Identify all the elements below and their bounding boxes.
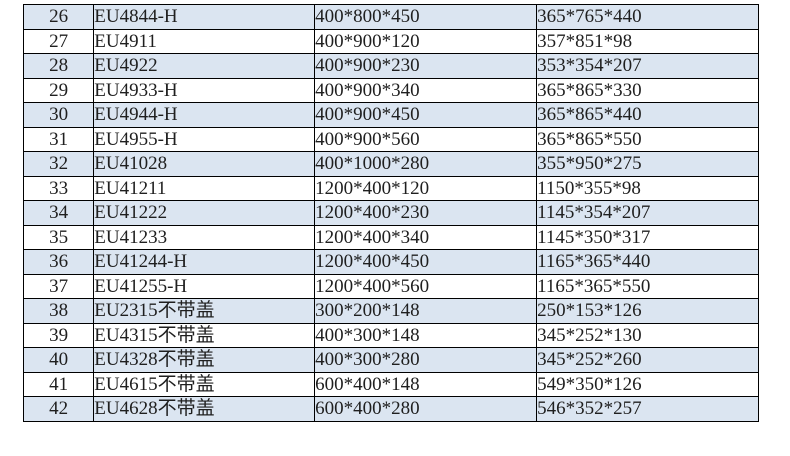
table-row: 42 EU4628不带盖 600*400*280 546*352*257 xyxy=(22,396,759,422)
outer-dimension-cell: 400*900*120 xyxy=(314,28,538,54)
outer-dimension-cell: 400*800*450 xyxy=(314,4,538,30)
inner-dimension-cell: 365*865*550 xyxy=(536,126,759,152)
inner-dimension-cell: 546*352*257 xyxy=(536,396,759,422)
row-number-cell: 39 xyxy=(22,322,95,348)
inner-dimension-cell: 1145*350*317 xyxy=(536,224,759,250)
inner-dimension-cell: 355*950*275 xyxy=(536,151,759,177)
table-row: 31 EU4955-H 400*900*560 365*865*550 xyxy=(22,126,759,152)
outer-dimension-cell: 1200*400*340 xyxy=(314,224,538,250)
model-cell: EU4911 xyxy=(93,28,316,54)
row-number-cell: 31 xyxy=(22,126,95,152)
model-cell: EU4944-H xyxy=(93,102,316,128)
row-number-cell: 30 xyxy=(22,102,95,128)
row-number-cell: 33 xyxy=(22,175,95,201)
model-cell: EU2315不带盖 xyxy=(93,298,316,324)
inner-dimension-cell: 353*354*207 xyxy=(536,53,759,79)
model-cell: EU41233 xyxy=(93,224,316,250)
model-cell: EU4955-H xyxy=(93,126,316,152)
inner-dimension-cell: 365*865*440 xyxy=(536,102,759,128)
model-cell: EU4328不带盖 xyxy=(93,347,316,373)
model-cell: EU4933-H xyxy=(93,77,316,103)
table-row: 32 EU41028 400*1000*280 355*950*275 xyxy=(22,151,759,177)
inner-dimension-cell: 1150*355*98 xyxy=(536,175,759,201)
inner-dimension-cell: 1165*365*440 xyxy=(536,249,759,275)
table-row: 39 EU4315不带盖 400*300*148 345*252*130 xyxy=(22,322,759,348)
model-cell: EU4315不带盖 xyxy=(93,322,316,348)
table-row: 40 EU4328不带盖 400*300*280 345*252*260 xyxy=(22,347,759,373)
model-cell: EU4628不带盖 xyxy=(93,396,316,422)
model-cell: EU41255-H xyxy=(93,273,316,299)
outer-dimension-cell: 400*900*560 xyxy=(314,126,538,152)
model-cell: EU4844-H xyxy=(93,4,316,30)
outer-dimension-cell: 1200*400*120 xyxy=(314,175,538,201)
table-row: 33 EU41211 1200*400*120 1150*355*98 xyxy=(22,175,759,201)
inner-dimension-cell: 250*153*126 xyxy=(536,298,759,324)
table-body: 26 EU4844-H 400*800*450 365*765*440 27 EU4911… xyxy=(22,4,759,422)
table-row: 29 EU4933-H 400*900*340 365*865*330 xyxy=(22,77,759,103)
row-number-cell: 29 xyxy=(22,77,95,103)
table-row: 37 EU41255-H 1200*400*560 1165*365*550 xyxy=(22,273,759,299)
table-row: 28 EU4922 400*900*230 353*354*207 xyxy=(22,53,759,79)
model-cell: EU41028 xyxy=(93,151,316,177)
model-cell: EU41244-H xyxy=(93,249,316,275)
spreadsheet-table-area: 26 EU4844-H 400*800*450 365*765*440 27 EU4911… xyxy=(22,4,759,422)
table-row: 41 EU4615不带盖 600*400*148 549*350*126 xyxy=(22,371,759,397)
outer-dimension-cell: 1200*400*230 xyxy=(314,200,538,226)
model-cell: EU4615不带盖 xyxy=(93,371,316,397)
inner-dimension-cell: 1145*354*207 xyxy=(536,200,759,226)
outer-dimension-cell: 400*300*280 xyxy=(314,347,538,373)
outer-dimension-cell: 400*900*230 xyxy=(314,53,538,79)
outer-dimension-cell: 1200*400*560 xyxy=(314,273,538,299)
outer-dimension-cell: 600*400*280 xyxy=(314,396,538,422)
table-row: 34 EU41222 1200*400*230 1145*354*207 xyxy=(22,200,759,226)
outer-dimension-cell: 1200*400*450 xyxy=(314,249,538,275)
row-number-cell: 42 xyxy=(22,396,95,422)
row-number-cell: 35 xyxy=(22,224,95,250)
table-row: 38 EU2315不带盖 300*200*148 250*153*126 xyxy=(22,298,759,324)
model-cell: EU4922 xyxy=(93,53,316,79)
row-number-cell: 38 xyxy=(22,298,95,324)
inner-dimension-cell: 365*765*440 xyxy=(536,4,759,30)
outer-dimension-cell: 600*400*148 xyxy=(314,371,538,397)
row-number-cell: 36 xyxy=(22,249,95,275)
inner-dimension-cell: 365*865*330 xyxy=(536,77,759,103)
row-number-cell: 40 xyxy=(22,347,95,373)
row-number-cell: 34 xyxy=(22,200,95,226)
table-row: 36 EU41244-H 1200*400*450 1165*365*440 xyxy=(22,249,759,275)
row-number-cell: 26 xyxy=(22,4,95,30)
row-number-cell: 37 xyxy=(22,273,95,299)
outer-dimension-cell: 400*1000*280 xyxy=(314,151,538,177)
table-row: 30 EU4944-H 400*900*450 365*865*440 xyxy=(22,102,759,128)
row-number-cell: 32 xyxy=(22,151,95,177)
table-row: 26 EU4844-H 400*800*450 365*765*440 xyxy=(22,4,759,30)
product-dimension-table: 26 EU4844-H 400*800*450 365*765*440 27 EU4911… xyxy=(22,4,759,422)
inner-dimension-cell: 345*252*130 xyxy=(536,322,759,348)
table-row: 27 EU4911 400*900*120 357*851*98 xyxy=(22,28,759,54)
row-number-cell: 28 xyxy=(22,53,95,79)
inner-dimension-cell: 549*350*126 xyxy=(536,371,759,397)
outer-dimension-cell: 400*300*148 xyxy=(314,322,538,348)
inner-dimension-cell: 357*851*98 xyxy=(536,28,759,54)
outer-dimension-cell: 300*200*148 xyxy=(314,298,538,324)
table-row: 35 EU41233 1200*400*340 1145*350*317 xyxy=(22,224,759,250)
row-number-cell: 27 xyxy=(22,28,95,54)
model-cell: EU41211 xyxy=(93,175,316,201)
inner-dimension-cell: 1165*365*550 xyxy=(536,273,759,299)
outer-dimension-cell: 400*900*450 xyxy=(314,102,538,128)
row-number-cell: 41 xyxy=(22,371,95,397)
model-cell: EU41222 xyxy=(93,200,316,226)
inner-dimension-cell: 345*252*260 xyxy=(536,347,759,373)
outer-dimension-cell: 400*900*340 xyxy=(314,77,538,103)
